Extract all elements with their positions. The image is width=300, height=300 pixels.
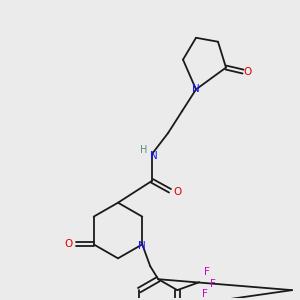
Text: O: O bbox=[64, 239, 73, 249]
Text: F: F bbox=[202, 289, 208, 299]
Text: H: H bbox=[140, 145, 148, 155]
Text: O: O bbox=[243, 67, 251, 76]
Text: F: F bbox=[204, 267, 210, 277]
Text: N: N bbox=[138, 242, 146, 251]
Text: N: N bbox=[192, 84, 200, 94]
Text: F: F bbox=[210, 279, 216, 289]
Text: N: N bbox=[150, 151, 158, 161]
Text: O: O bbox=[173, 187, 181, 197]
